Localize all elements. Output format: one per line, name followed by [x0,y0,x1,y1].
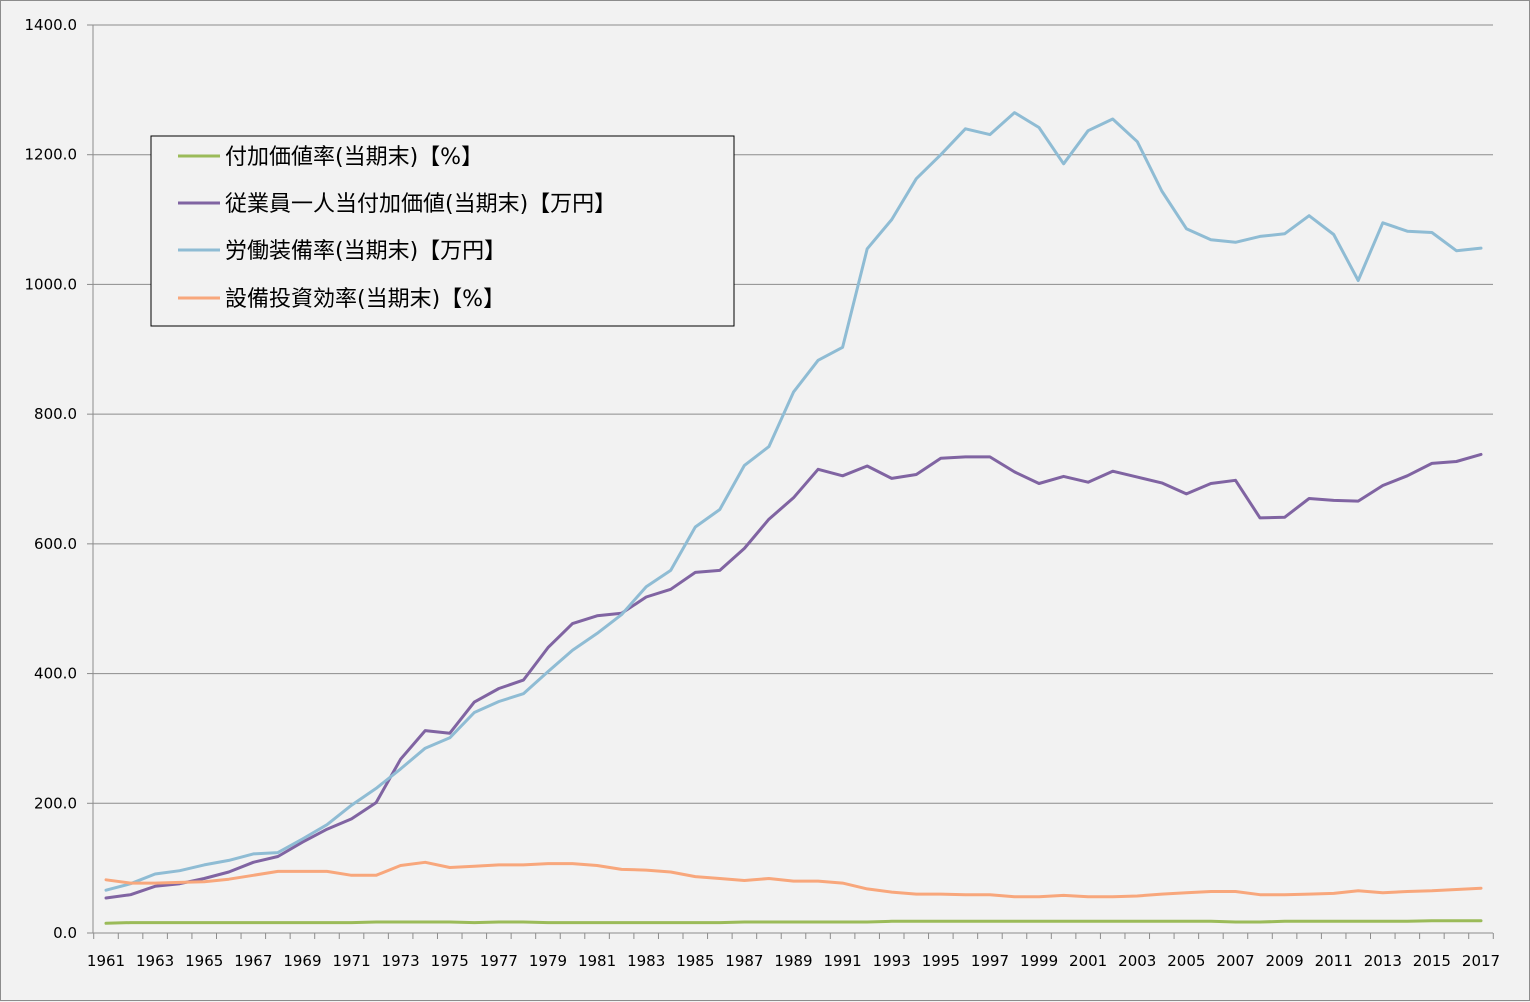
y-tick-label: 1400.0 [25,16,78,34]
legend: 付加価値率(当期末)【%】従業員一人当付加価値(当期末)【万円】労働装備率(当期… [150,135,735,327]
x-tick-label: 1997 [971,952,1009,970]
x-tick-label: 1995 [922,952,960,970]
x-tick-label: 1979 [529,952,567,970]
x-tick-label: 1965 [185,952,223,970]
x-tick-label: 1985 [676,952,714,970]
x-tick-label: 2007 [1216,952,1254,970]
axes [87,24,1494,939]
series-line-1 [104,919,1483,925]
x-tick-label: 1981 [578,952,616,970]
legend-label: 付加価値率(当期末)【%】 [225,145,483,170]
series-lines [104,111,1483,925]
x-tick-label: 1973 [382,952,420,970]
x-tick-label: 2003 [1118,952,1156,970]
x-tick-label: 2013 [1364,952,1402,970]
x-tick-label: 1971 [332,952,370,970]
x-tick-label: 1967 [234,952,272,970]
legend-label: 設備投資効率(当期末)【%】 [225,287,505,312]
x-tick-label: 1963 [136,952,174,970]
x-tick-label: 1993 [873,952,911,970]
y-axis-tick-labels: 0.0 200.0 400.0 600.0 800.0 1000.0 1200.0 1400.… [25,16,78,942]
x-tick-label: 2017 [1462,952,1500,970]
x-tick-label: 1961 [87,952,125,970]
x-tick-label: 1991 [824,952,862,970]
x-tick-label: 1969 [283,952,321,970]
legend-box [150,135,735,327]
y-tick-label: 1000.0 [25,275,78,293]
y-tick-label: 1200.0 [25,146,78,164]
x-tick-label: 1983 [627,952,665,970]
x-tick-label: 2015 [1413,952,1451,970]
y-tick-label: 400.0 [34,665,77,683]
legend-label: 従業員一人当付加価値(当期末)【万円】 [225,192,616,217]
x-tick-label: 2001 [1069,952,1107,970]
x-tick-label: 2011 [1315,952,1353,970]
legend-label: 労働装備率(当期末)【万円】 [225,239,506,264]
y-tick-label: 600.0 [34,535,77,553]
x-axis-tick-labels: 1961 1963 1965 1967 1969 1971 1973 1975 1977 1979… [87,952,1500,970]
y-tick-label: 0.0 [53,924,77,942]
series-line-4 [104,860,1483,899]
y-tick-label: 200.0 [34,794,77,812]
series-line-3 [104,111,1483,892]
x-tick-label: 1987 [725,952,763,970]
x-tick-label: 1999 [1020,952,1058,970]
series-line-2 [104,452,1483,900]
x-tick-label: 1975 [431,952,469,970]
x-tick-label: 2005 [1167,952,1205,970]
x-tick-label: 2009 [1265,952,1303,970]
y-tick-label: 800.0 [34,405,77,423]
x-tick-label: 1977 [480,952,518,970]
x-tick-label: 1989 [774,952,812,970]
